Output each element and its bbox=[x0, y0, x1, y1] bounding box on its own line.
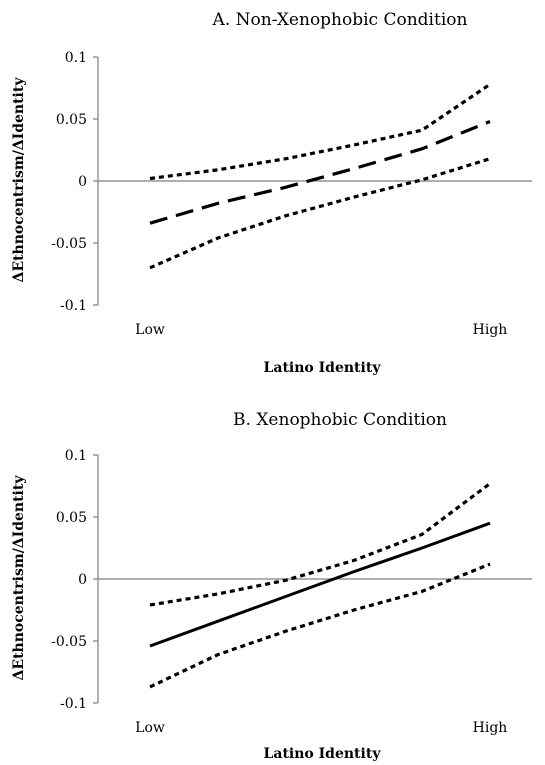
chart-title-a: A. Non-Xenophobic Condition bbox=[212, 10, 468, 30]
y-tick-label: 0.05 bbox=[56, 112, 87, 128]
y-tick-label: -0.05 bbox=[51, 236, 87, 252]
series-line-dotted-0 bbox=[149, 82, 491, 181]
y-tick-label: 0 bbox=[78, 174, 87, 190]
x-axis-label-b: Latino Identity bbox=[264, 746, 382, 762]
y-tick-label: 0.1 bbox=[65, 50, 87, 66]
y-tick-label: -0.1 bbox=[60, 696, 87, 712]
series-line-dashed-1 bbox=[149, 120, 491, 225]
chart-title-b: B. Xenophobic Condition bbox=[233, 410, 447, 430]
series-line-dotted-2 bbox=[149, 157, 491, 270]
y-tick-label: 0 bbox=[78, 572, 87, 588]
y-axis-label-a: ΔEthnocentrism/ΔIdentity bbox=[11, 77, 27, 283]
series-line-dotted-0 bbox=[149, 482, 491, 607]
plot-area-a: 0.1 0.05 0 -0.05 -0.1 Low High bbox=[51, 50, 532, 338]
panel-a: A. Non-Xenophobic Condition ΔEthnocentri… bbox=[11, 10, 532, 376]
x-tick-label: Low bbox=[135, 720, 165, 736]
x-tick-label: High bbox=[473, 322, 508, 338]
x-tick-label: High bbox=[473, 720, 508, 736]
series-line-solid-1 bbox=[149, 521, 491, 648]
y-tick-label: 0.1 bbox=[65, 448, 87, 464]
y-tick-label: 0.05 bbox=[56, 510, 87, 526]
plot-area-b: 0.1 0.05 0 -0.05 -0.1 Low High bbox=[51, 448, 532, 736]
x-tick-label: Low bbox=[135, 322, 165, 338]
x-axis-label-a: Latino Identity bbox=[264, 360, 382, 376]
y-axis-label-b: ΔEthnocentrism/ΔIdentity bbox=[11, 475, 27, 681]
y-tick-label: -0.05 bbox=[51, 634, 87, 650]
y-tick-label: -0.1 bbox=[60, 298, 87, 314]
series-line-dotted-2 bbox=[149, 562, 491, 689]
panel-b: B. Xenophobic Condition ΔEthnocentrism/Δ… bbox=[11, 410, 532, 762]
